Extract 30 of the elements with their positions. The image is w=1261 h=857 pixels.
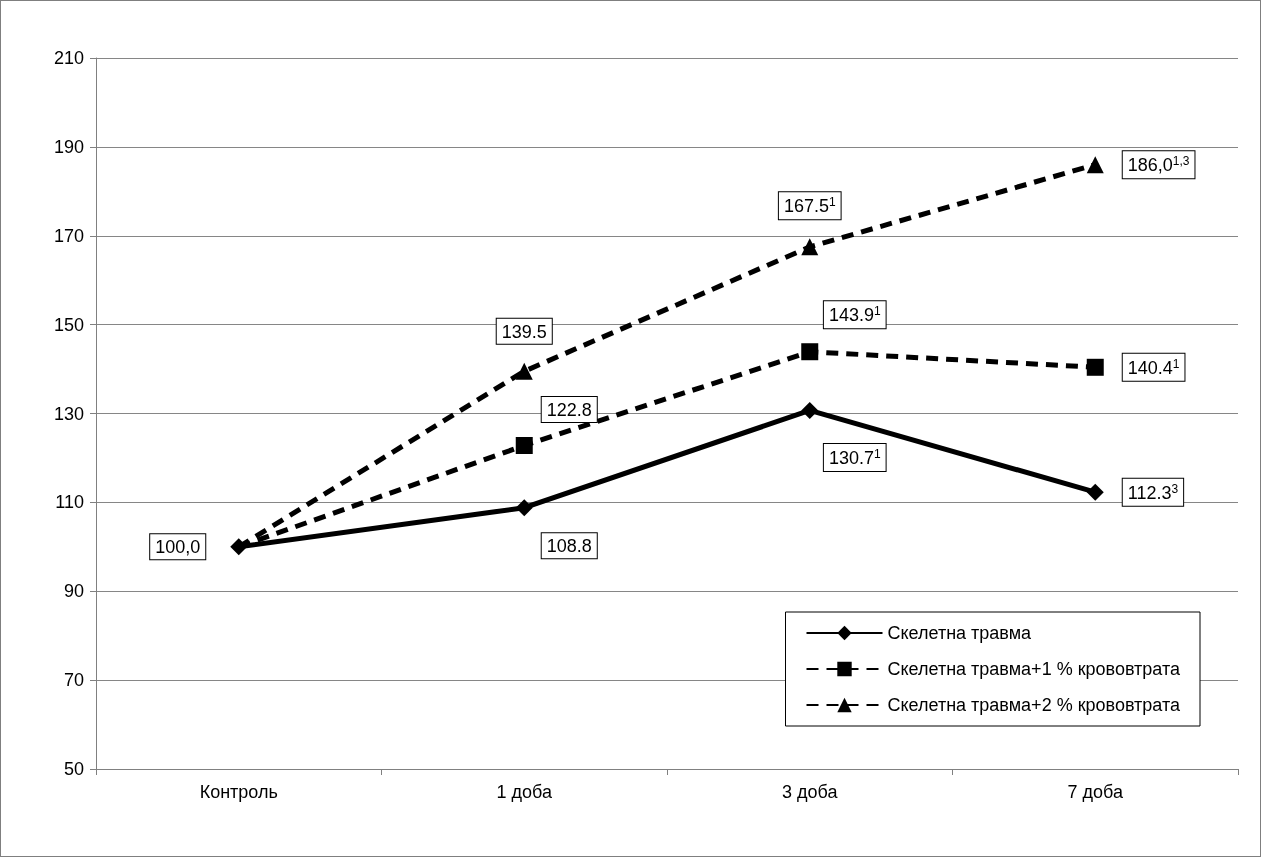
point: [515, 436, 533, 454]
data-label: 122.8: [546, 399, 592, 420]
y-tick-label: 50: [63, 759, 84, 779]
x-tick-label: 1 доба: [496, 782, 553, 802]
y-tick-label: 130: [53, 403, 84, 424]
point: [1086, 358, 1104, 376]
point: [230, 538, 248, 556]
legend-label: Скелетна травма: [887, 623, 1033, 643]
data-label: 108.8: [546, 536, 592, 557]
y-tick-label: 150: [53, 314, 84, 335]
point: [1086, 483, 1104, 501]
legend-label: Скелетна травма+1 % крововтрата: [887, 659, 1181, 679]
legend-label: Скелетна травма+2 % крововтрата: [887, 695, 1181, 715]
x-tick-label: 3 доба: [782, 782, 839, 802]
y-tick-label: 170: [53, 225, 84, 246]
point: [801, 343, 819, 361]
point: [515, 499, 533, 517]
point: [515, 362, 533, 380]
y-tick-label: 190: [53, 136, 84, 157]
y-tick-label: 90: [63, 581, 84, 602]
data-label: 139.5: [501, 321, 547, 342]
point: [801, 238, 819, 256]
point: [1086, 156, 1104, 174]
x-tick-label: Контроль: [199, 782, 278, 802]
data-label: 100,0: [155, 537, 201, 558]
y-tick-label: 70: [63, 670, 84, 691]
y-tick-label: 110: [55, 492, 84, 513]
x-tick-label: 7 доба: [1067, 782, 1124, 802]
y-tick-label: 210: [53, 48, 84, 68]
point: [801, 401, 819, 419]
